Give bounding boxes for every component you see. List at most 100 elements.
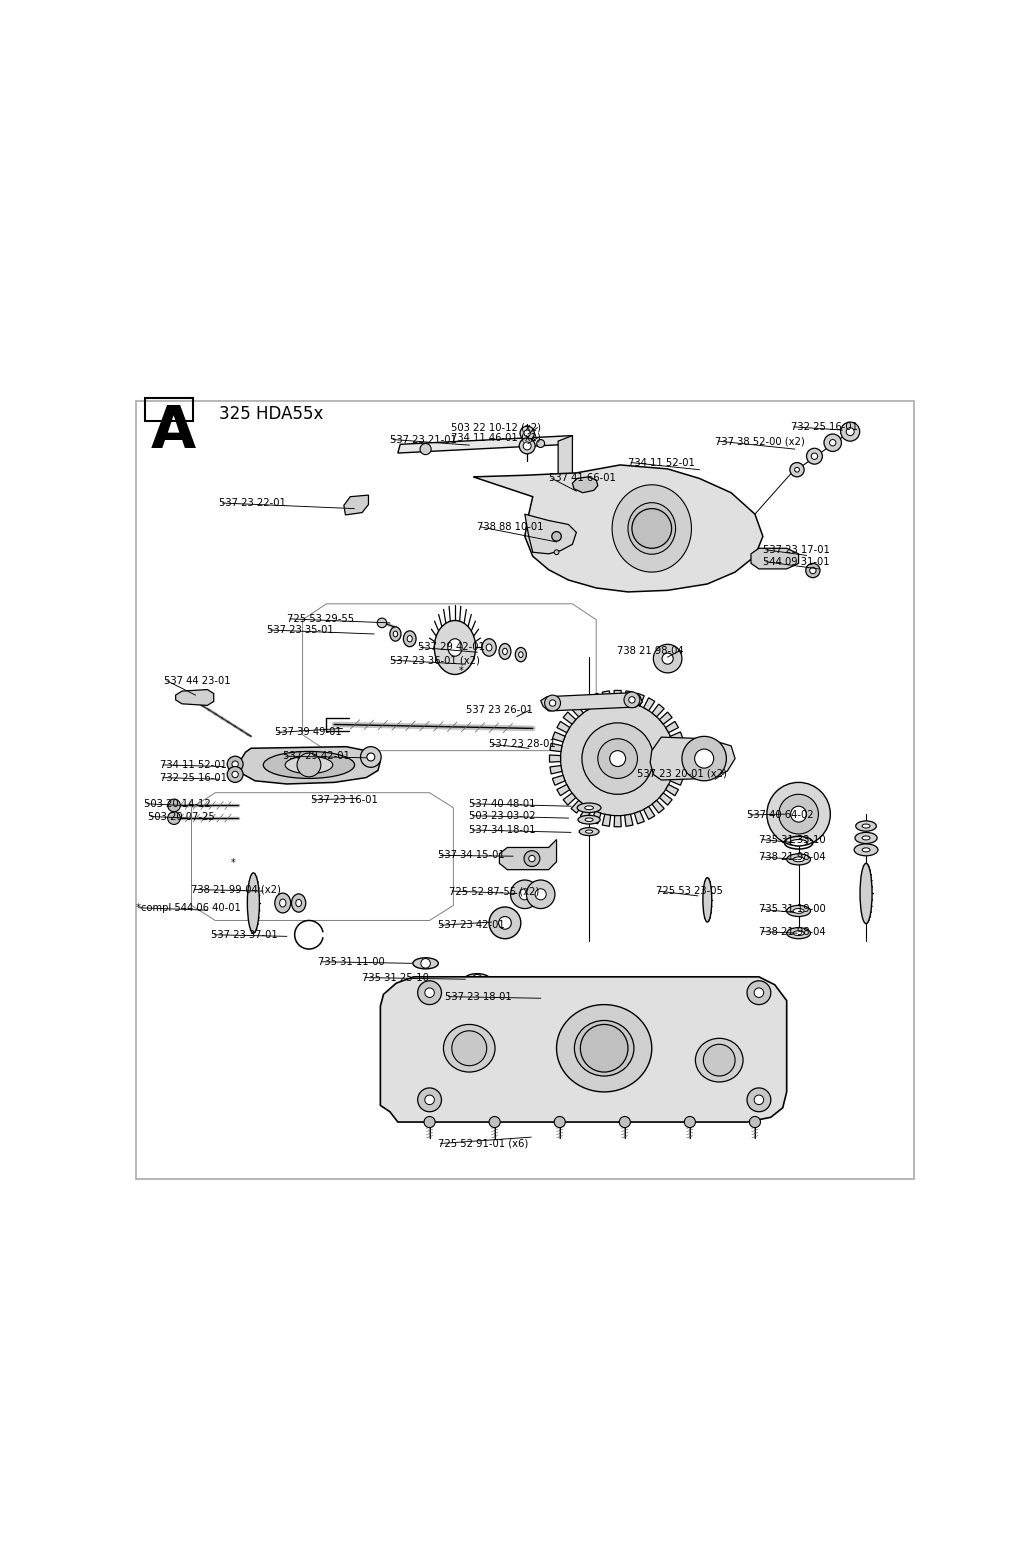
Text: 537 23 17-01: 537 23 17-01	[763, 545, 829, 556]
Circle shape	[377, 618, 387, 628]
Circle shape	[168, 800, 180, 812]
Text: 735 31 25-10: 735 31 25-10	[362, 972, 429, 983]
Text: 735 31 33-10: 735 31 33-10	[759, 834, 825, 845]
Bar	[145, 398, 194, 421]
Polygon shape	[591, 811, 601, 823]
Circle shape	[754, 988, 764, 997]
Circle shape	[519, 438, 536, 454]
Polygon shape	[602, 814, 610, 826]
Text: 544 09 31-01: 544 09 31-01	[763, 557, 829, 567]
Ellipse shape	[695, 1038, 743, 1081]
Polygon shape	[650, 737, 735, 779]
Ellipse shape	[482, 639, 497, 656]
Text: 725 52 91-01 (x6): 725 52 91-01 (x6)	[437, 1138, 527, 1149]
Circle shape	[421, 959, 430, 969]
Text: 738 21 98-04: 738 21 98-04	[759, 851, 825, 862]
Ellipse shape	[793, 909, 804, 914]
Polygon shape	[634, 811, 644, 823]
Circle shape	[489, 1116, 500, 1128]
Circle shape	[489, 908, 521, 939]
Ellipse shape	[702, 878, 712, 922]
Circle shape	[795, 468, 800, 473]
Circle shape	[168, 812, 180, 825]
Ellipse shape	[296, 900, 301, 906]
Text: 725 52 87-55 (x2): 725 52 87-55 (x2)	[450, 886, 540, 897]
Text: 734 11 52-01: 734 11 52-01	[160, 761, 226, 770]
Ellipse shape	[862, 848, 870, 851]
Circle shape	[545, 695, 560, 711]
Circle shape	[767, 782, 830, 845]
Text: 735 31 19-00: 735 31 19-00	[759, 905, 825, 914]
Ellipse shape	[628, 502, 676, 554]
Circle shape	[811, 452, 817, 460]
Polygon shape	[344, 495, 369, 515]
Text: 732 25 16-01: 732 25 16-01	[791, 423, 858, 432]
Polygon shape	[550, 765, 562, 775]
Ellipse shape	[856, 822, 877, 831]
Polygon shape	[380, 977, 786, 1122]
Polygon shape	[552, 732, 565, 742]
Polygon shape	[557, 721, 569, 732]
Circle shape	[367, 753, 375, 761]
Text: 537 23 22-01: 537 23 22-01	[219, 498, 286, 509]
Polygon shape	[541, 693, 642, 711]
Text: 734 11 46-01 (x2): 734 11 46-01 (x2)	[451, 434, 541, 443]
Ellipse shape	[574, 1020, 634, 1077]
Circle shape	[632, 509, 672, 548]
Circle shape	[682, 737, 726, 781]
Circle shape	[425, 988, 434, 997]
Circle shape	[297, 753, 321, 776]
Polygon shape	[602, 690, 610, 703]
Ellipse shape	[393, 631, 397, 637]
Polygon shape	[524, 515, 577, 554]
Circle shape	[524, 430, 530, 437]
Circle shape	[829, 440, 836, 446]
Polygon shape	[550, 754, 560, 762]
Ellipse shape	[793, 858, 804, 862]
Circle shape	[420, 443, 431, 454]
Polygon shape	[659, 793, 672, 804]
Text: 503 23 03-02: 503 23 03-02	[469, 811, 536, 820]
Polygon shape	[563, 712, 575, 725]
Ellipse shape	[612, 485, 691, 573]
Circle shape	[511, 880, 539, 909]
Text: 537 34 18-01: 537 34 18-01	[469, 825, 536, 836]
Text: 735 31 11-00: 735 31 11-00	[318, 956, 385, 967]
Ellipse shape	[465, 973, 489, 984]
Polygon shape	[572, 477, 598, 493]
Ellipse shape	[499, 643, 511, 659]
Polygon shape	[500, 839, 557, 870]
Circle shape	[748, 1088, 771, 1111]
Ellipse shape	[578, 815, 600, 825]
Text: 738 21 98-04: 738 21 98-04	[616, 646, 684, 656]
Polygon shape	[614, 690, 622, 701]
Circle shape	[846, 427, 854, 435]
Text: 537 23 37-01: 537 23 37-01	[211, 930, 279, 939]
Ellipse shape	[486, 643, 492, 651]
Circle shape	[810, 568, 816, 574]
Polygon shape	[614, 815, 622, 826]
Ellipse shape	[285, 756, 333, 773]
Text: 537 23 21-01: 537 23 21-01	[390, 435, 457, 444]
Text: 537 29 42-01: 537 29 42-01	[283, 751, 349, 761]
Ellipse shape	[586, 829, 593, 833]
Circle shape	[499, 917, 511, 930]
Ellipse shape	[557, 1005, 651, 1092]
Text: 537 23 42-01: 537 23 42-01	[437, 920, 504, 930]
Circle shape	[537, 440, 545, 448]
Circle shape	[560, 701, 675, 815]
Ellipse shape	[248, 873, 259, 933]
Polygon shape	[581, 806, 592, 820]
Polygon shape	[666, 721, 679, 732]
Circle shape	[824, 434, 842, 451]
Text: 537 34 15-01: 537 34 15-01	[437, 850, 504, 861]
Circle shape	[552, 532, 561, 541]
Circle shape	[663, 653, 673, 664]
Circle shape	[524, 851, 540, 867]
Text: 725 53 23-05: 725 53 23-05	[655, 886, 723, 897]
Circle shape	[526, 880, 555, 909]
Ellipse shape	[274, 894, 291, 912]
Circle shape	[554, 1116, 565, 1128]
Ellipse shape	[786, 854, 811, 865]
Circle shape	[754, 1096, 764, 1105]
